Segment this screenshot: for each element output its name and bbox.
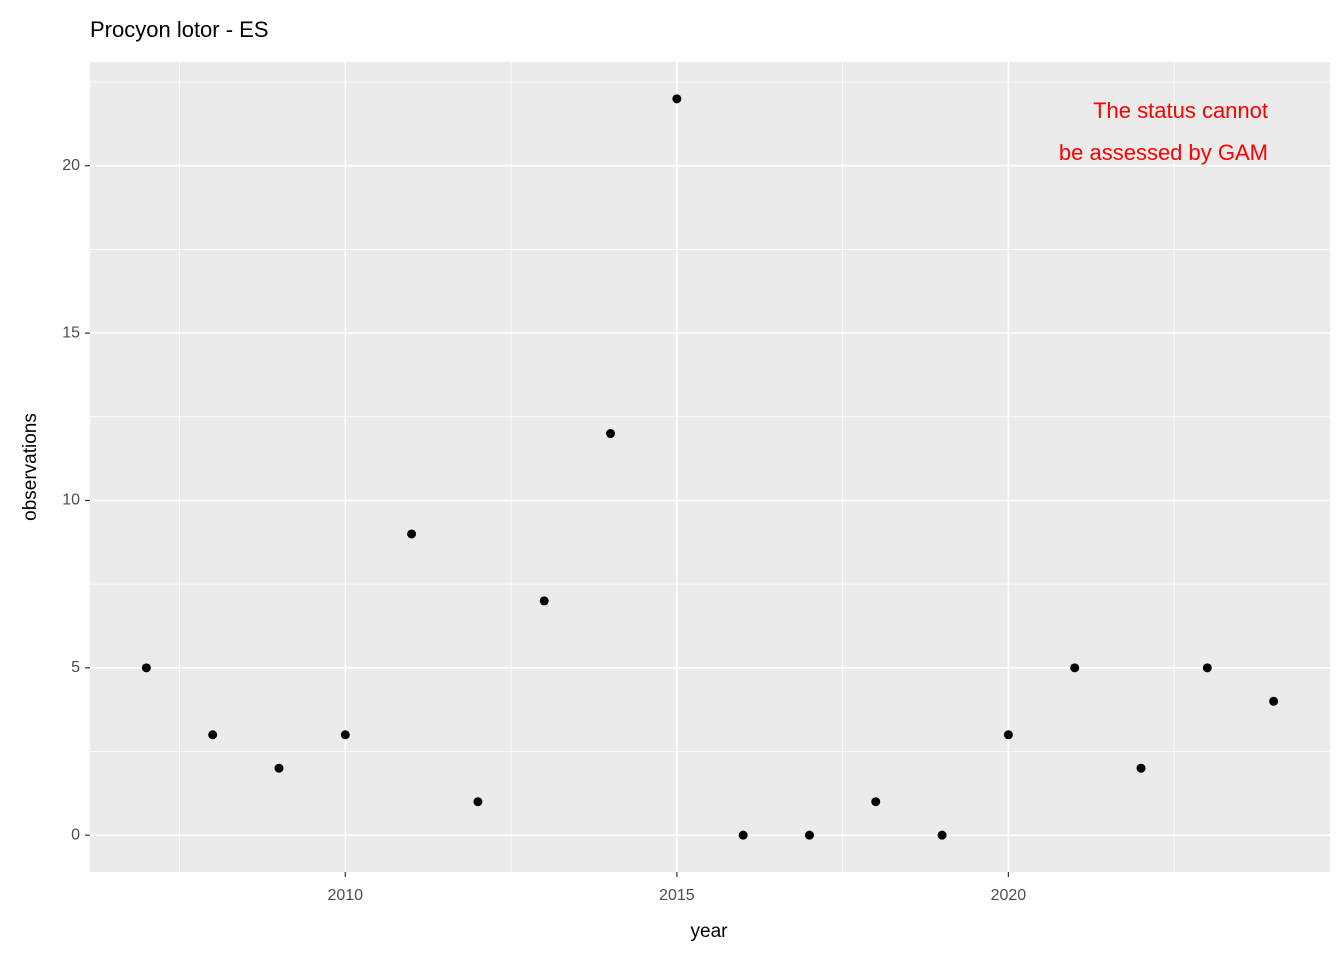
data-point [473, 797, 483, 807]
data-point [738, 830, 748, 840]
data-point [871, 797, 881, 807]
data-point [606, 429, 616, 439]
x-tick-label: 2015 [659, 887, 695, 904]
x-tick-label: 2010 [327, 887, 363, 904]
y-tick-label: 10 [62, 492, 80, 509]
chart-title: Procyon lotor - ES [90, 17, 269, 42]
y-tick-label: 15 [62, 324, 80, 341]
data-point [804, 830, 814, 840]
y-axis-title: observations [20, 413, 41, 521]
data-point [672, 94, 682, 104]
data-point [937, 830, 947, 840]
data-point [208, 730, 218, 740]
x-tick-label: 2020 [991, 887, 1027, 904]
y-tick-label: 5 [71, 659, 80, 676]
annotation: be assessed by GAM [1059, 140, 1268, 165]
data-point [539, 596, 549, 606]
data-point [141, 663, 151, 673]
annotation: The status cannot [1093, 98, 1268, 123]
x-axis-title: year [691, 921, 729, 942]
data-point [1003, 730, 1013, 740]
plot-panel [90, 62, 1330, 872]
y-tick-label: 0 [71, 826, 80, 843]
data-point [340, 730, 350, 740]
y-tick-label: 20 [62, 157, 80, 174]
data-point [1136, 763, 1146, 773]
data-point [274, 763, 284, 773]
data-point [1070, 663, 1080, 673]
data-point [407, 529, 417, 539]
data-point [1202, 663, 1212, 673]
data-point [1269, 696, 1279, 706]
